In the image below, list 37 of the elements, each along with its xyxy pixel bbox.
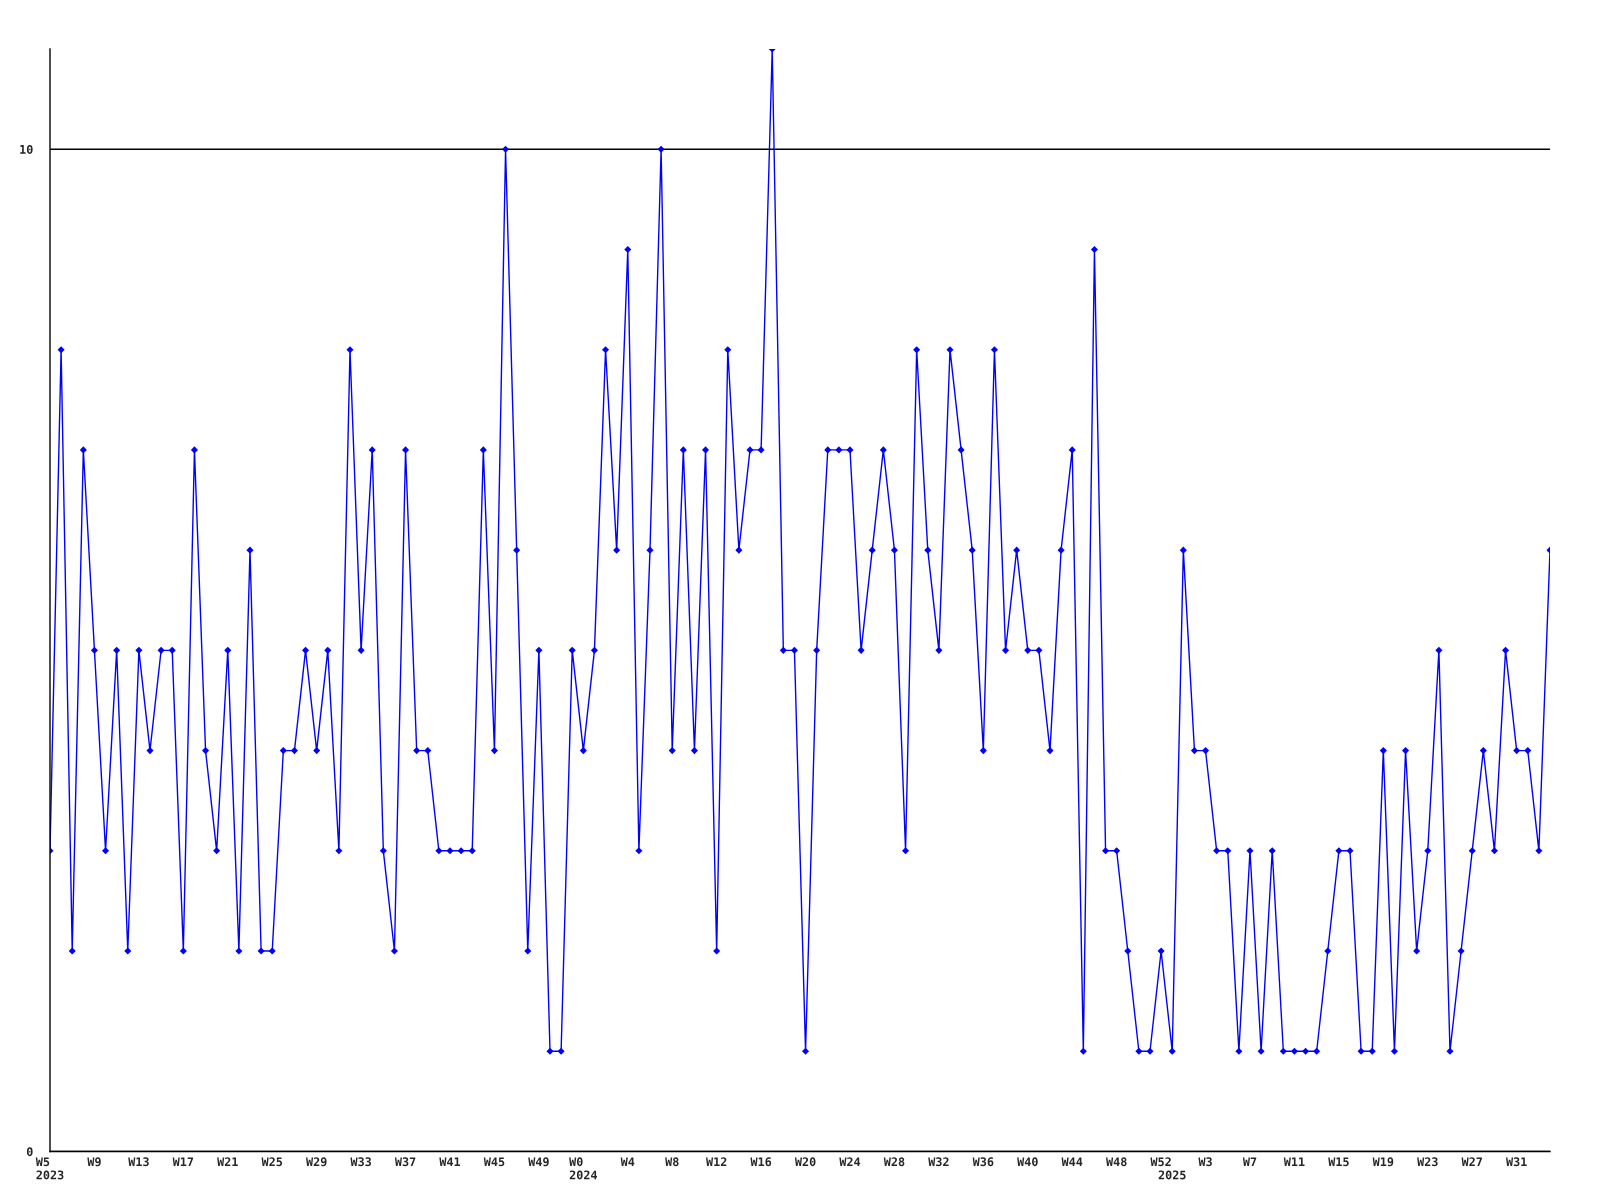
x-tick-label: W52 <box>1150 1157 1171 1167</box>
x-tick-label: W31 <box>1506 1157 1527 1167</box>
x-tick-label: W29 <box>306 1157 327 1167</box>
x-tick-label: W12 <box>706 1157 727 1167</box>
x-tick-label: W8 <box>665 1157 679 1167</box>
y-tick-label: 10 <box>20 144 33 154</box>
x-tick-label: W9 <box>87 1157 101 1167</box>
x-tick-label: W36 <box>972 1157 994 1167</box>
x-tick-label: W0 2024 <box>569 1157 598 1180</box>
x-tick-label: W49 <box>528 1157 549 1167</box>
x-tick-label: W19 <box>1372 1157 1394 1167</box>
x-tick-label: W25 <box>261 1157 283 1167</box>
x-tick-label: W40 <box>1017 1157 1038 1167</box>
x-tick-label: W11 <box>1283 1157 1305 1167</box>
x-tick-label: W28 <box>883 1157 905 1167</box>
x-tick-label: W32 <box>928 1157 949 1167</box>
x-tick-label: 2025 <box>1158 1170 1186 1180</box>
x-tick-label: W4 <box>620 1157 635 1167</box>
x-tick-label: W45 <box>483 1157 505 1167</box>
x-tick-label: W13 <box>128 1157 149 1167</box>
y-tick-label: 0 <box>26 1147 33 1157</box>
x-tick-label: W5 2023 <box>35 1157 64 1180</box>
x-tick-label: W7 <box>1242 1157 1257 1167</box>
x-tick-label: W23 <box>1417 1157 1438 1167</box>
x-tick-label: W15 <box>1328 1157 1349 1167</box>
x-tick-label: W17 <box>172 1157 194 1167</box>
x-tick-label: W16 <box>750 1157 772 1167</box>
x-tick-label: W37 <box>394 1157 416 1167</box>
x-tick-label: W3 <box>1198 1157 1212 1167</box>
x-tick-label: W33 <box>350 1157 372 1167</box>
x-tick-label: W44 <box>1061 1157 1083 1167</box>
x-tick-label: W27 <box>1461 1157 1482 1167</box>
x-tick-label: W48 <box>1106 1157 1127 1167</box>
x-tick-label: W41 <box>439 1157 461 1167</box>
x-tick-label: W24 <box>839 1157 861 1167</box>
x-tick-label: W21 <box>217 1157 238 1167</box>
x-tick-label: W20 <box>794 1157 816 1167</box>
